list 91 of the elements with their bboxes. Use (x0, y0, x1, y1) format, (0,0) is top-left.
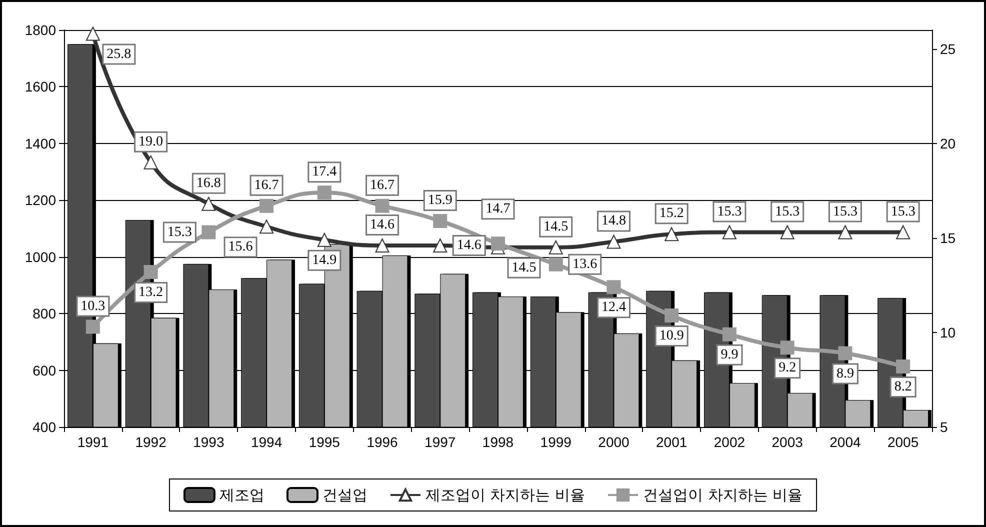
y-tick-label: 1600 (24, 78, 56, 95)
point (144, 155, 158, 170)
x-tick-label: 1995 (308, 434, 340, 450)
y-tick-label: 1400 (24, 135, 56, 152)
data-label: 15.2 (659, 206, 684, 222)
point (433, 214, 448, 228)
point (202, 196, 216, 211)
x-tick-label: 1991 (77, 434, 109, 450)
point (317, 186, 332, 200)
point (491, 236, 505, 251)
point (722, 225, 736, 240)
data-label: 14.9 (312, 252, 337, 268)
data-label: 13.2 (138, 284, 164, 300)
x-tick-label: 2002 (714, 434, 746, 450)
point (606, 234, 621, 249)
y-tick-label: 1800 (24, 22, 56, 38)
point (260, 220, 274, 234)
x-tick-label: 2003 (772, 434, 804, 450)
data-label: 25.8 (106, 46, 132, 62)
data-label: 15.3 (717, 204, 742, 220)
data-label: 14.6 (370, 218, 395, 233)
data-label: 9.9 (720, 347, 738, 362)
y2-tick-label: 15 (940, 230, 956, 246)
point (548, 240, 563, 254)
point (606, 280, 621, 294)
point (86, 320, 100, 334)
data-label: 9.2 (778, 360, 796, 376)
x-tick-label: 1998 (482, 434, 514, 450)
x-tick-label: 1993 (193, 434, 224, 450)
data-label: 15.9 (428, 192, 452, 208)
data-label: 8.2 (894, 380, 912, 395)
point (896, 225, 910, 240)
x-tick-label: 2000 (598, 434, 630, 450)
data-label: 15.3 (775, 204, 800, 220)
point (144, 264, 158, 279)
point (664, 308, 679, 322)
x-tick-label: 1997 (424, 434, 456, 450)
legend-label: 건설업이 차지하는 비율 (643, 486, 803, 504)
x-tick-label: 1996 (366, 434, 398, 450)
legend-label: 제조업 (219, 486, 264, 504)
data-label: 10.3 (80, 298, 106, 314)
point (780, 340, 794, 355)
point (317, 232, 332, 247)
data-label: 14.7 (486, 202, 510, 217)
y-tick-label: 400 (32, 419, 56, 435)
y2-tick-label: 25 (940, 40, 956, 57)
data-label: 17.4 (312, 164, 337, 180)
data-label: 16.7 (254, 178, 279, 193)
data-label: 10.9 (659, 328, 684, 344)
data-label: 14.8 (601, 214, 626, 229)
data-label: 8.9 (836, 366, 854, 382)
data-label: 12.4 (601, 300, 626, 316)
point (86, 26, 100, 41)
y2-tick-label: 5 (940, 419, 948, 435)
data-label: 15.3 (832, 204, 858, 220)
y2-tick-label: 20 (940, 135, 956, 152)
y-tick-label: 1200 (24, 192, 56, 208)
data-label: 15.3 (890, 204, 916, 220)
point (548, 257, 563, 272)
data-label: 14.5 (512, 260, 536, 276)
y2-tick-label: 10 (940, 324, 956, 340)
point (838, 225, 852, 240)
data-label: 13.6 (572, 256, 598, 272)
x-tick-label: 1992 (135, 434, 167, 450)
x-tick-label: 2004 (830, 434, 861, 450)
point (838, 346, 852, 360)
data-label: 14.6 (456, 238, 482, 254)
y-tick-label: 1000 (24, 248, 56, 265)
point (780, 225, 794, 240)
point (896, 360, 910, 374)
point (375, 198, 390, 213)
legend-label: 제조업이 차지하는 비율 (425, 486, 586, 504)
data-label: 16.8 (196, 176, 221, 191)
y-tick-label: 800 (32, 306, 56, 322)
data-label: 19.0 (138, 134, 164, 150)
point (202, 225, 216, 240)
point (664, 227, 679, 242)
point (722, 327, 736, 342)
x-tick-label: 1994 (250, 434, 282, 450)
legend-label: 건설업 (322, 486, 368, 504)
point (433, 238, 448, 253)
x-tick-label: 2005 (887, 434, 919, 450)
point (375, 238, 390, 253)
x-tick-label: 2001 (656, 434, 688, 450)
data-label: 16.7 (370, 178, 395, 193)
data-label: 14.5 (544, 219, 568, 234)
y-tick-label: 600 (32, 362, 56, 378)
point (260, 198, 274, 213)
data-label: 15.6 (228, 240, 253, 255)
x-tick-label: 1999 (540, 434, 572, 450)
data-label: 15.3 (167, 224, 192, 240)
